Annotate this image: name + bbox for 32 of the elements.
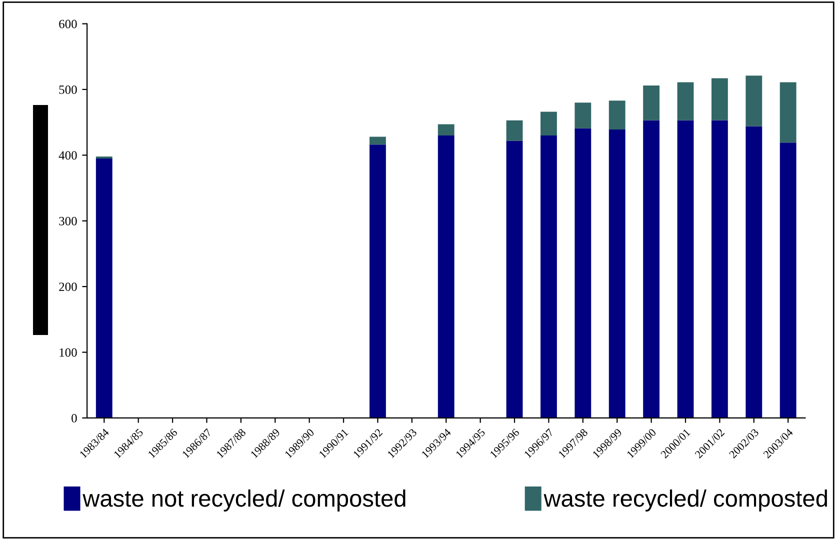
y-tick-label: 0	[72, 414, 77, 422]
bar	[711, 120, 728, 418]
bar	[643, 86, 660, 120]
bar	[780, 82, 796, 143]
bar	[608, 100, 626, 130]
legend-label: waste recycled/ composted	[544, 489, 827, 512]
y-tick-label: 600	[59, 20, 77, 28]
bar	[96, 158, 112, 418]
bar	[506, 140, 523, 418]
bar	[438, 124, 454, 136]
bar	[438, 135, 454, 418]
y-tick-label: 500	[59, 85, 77, 94]
bar	[711, 78, 728, 120]
bar	[677, 82, 694, 120]
bar	[370, 136, 386, 145]
bar	[643, 120, 660, 418]
bar	[574, 102, 592, 128]
bar	[780, 142, 796, 418]
y-tick-label: 200	[59, 282, 77, 292]
bar	[608, 130, 626, 418]
bar	[506, 120, 523, 141]
bar	[540, 112, 557, 136]
bar	[746, 126, 762, 418]
bar	[574, 128, 592, 418]
y-tick-label: 400	[58, 151, 77, 160]
y-tick-label: 300	[59, 216, 77, 226]
bar	[370, 144, 386, 418]
bar	[540, 135, 557, 418]
legend-label: waste not recycled/ composted	[82, 489, 406, 512]
y-tick-label: 100	[60, 348, 77, 357]
bar	[677, 120, 694, 418]
bar	[746, 76, 762, 126]
